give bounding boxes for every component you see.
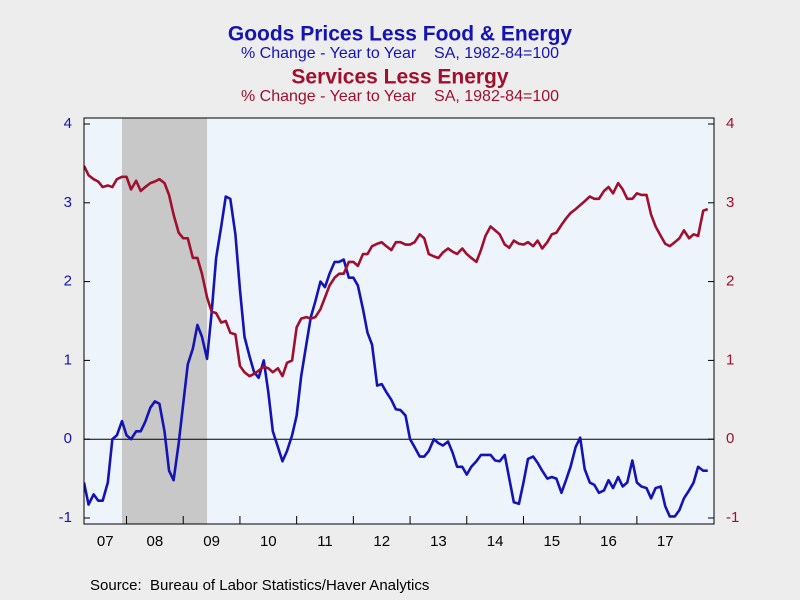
y-tick-label: 2 [64,273,72,290]
x-tick-label: 08 [147,533,164,550]
title: Goods Prices Less Food & Energy [228,23,573,46]
x-tick-label: 09 [203,533,220,550]
y-tick-label: 0 [64,430,72,447]
y-tick-label: 1 [64,351,72,368]
y2-tick-label: 1 [726,351,734,368]
x-tick-label: 10 [260,533,277,550]
series-line [84,195,708,518]
x-tick-label: 14 [487,533,504,550]
x-tick-label: 13 [430,533,447,550]
y2-tick-label: 4 [726,115,734,132]
y2-tick-label: 3 [726,194,734,211]
subtitle: % Change - Year to Year SA, 1982-84=100 [241,45,559,62]
x-tick-label: 11 [317,533,333,550]
y2-tick-label: 0 [726,430,734,447]
recession-shade [121,118,208,524]
subtitle: % Change - Year to Year SA, 1982-84=100 [241,88,559,105]
series-line [84,165,709,378]
x-tick-label: 15 [543,533,560,550]
x-tick-label: 12 [373,533,390,550]
plot-frame [83,117,715,525]
source: Source: Bureau of Labor Statistics/Haver… [90,577,429,594]
y2-tick-label: 2 [726,273,734,290]
y2-tick-label: -1 [726,509,739,526]
y-tick-label: 3 [64,194,72,211]
title: Services Less Energy [291,66,508,89]
y-tick-label: -1 [59,509,72,526]
x-tick-label: 17 [657,533,674,550]
x-tick-label: 16 [600,533,617,550]
y-tick-label: 4 [64,115,72,132]
x-tick-label: 07 [97,533,114,550]
